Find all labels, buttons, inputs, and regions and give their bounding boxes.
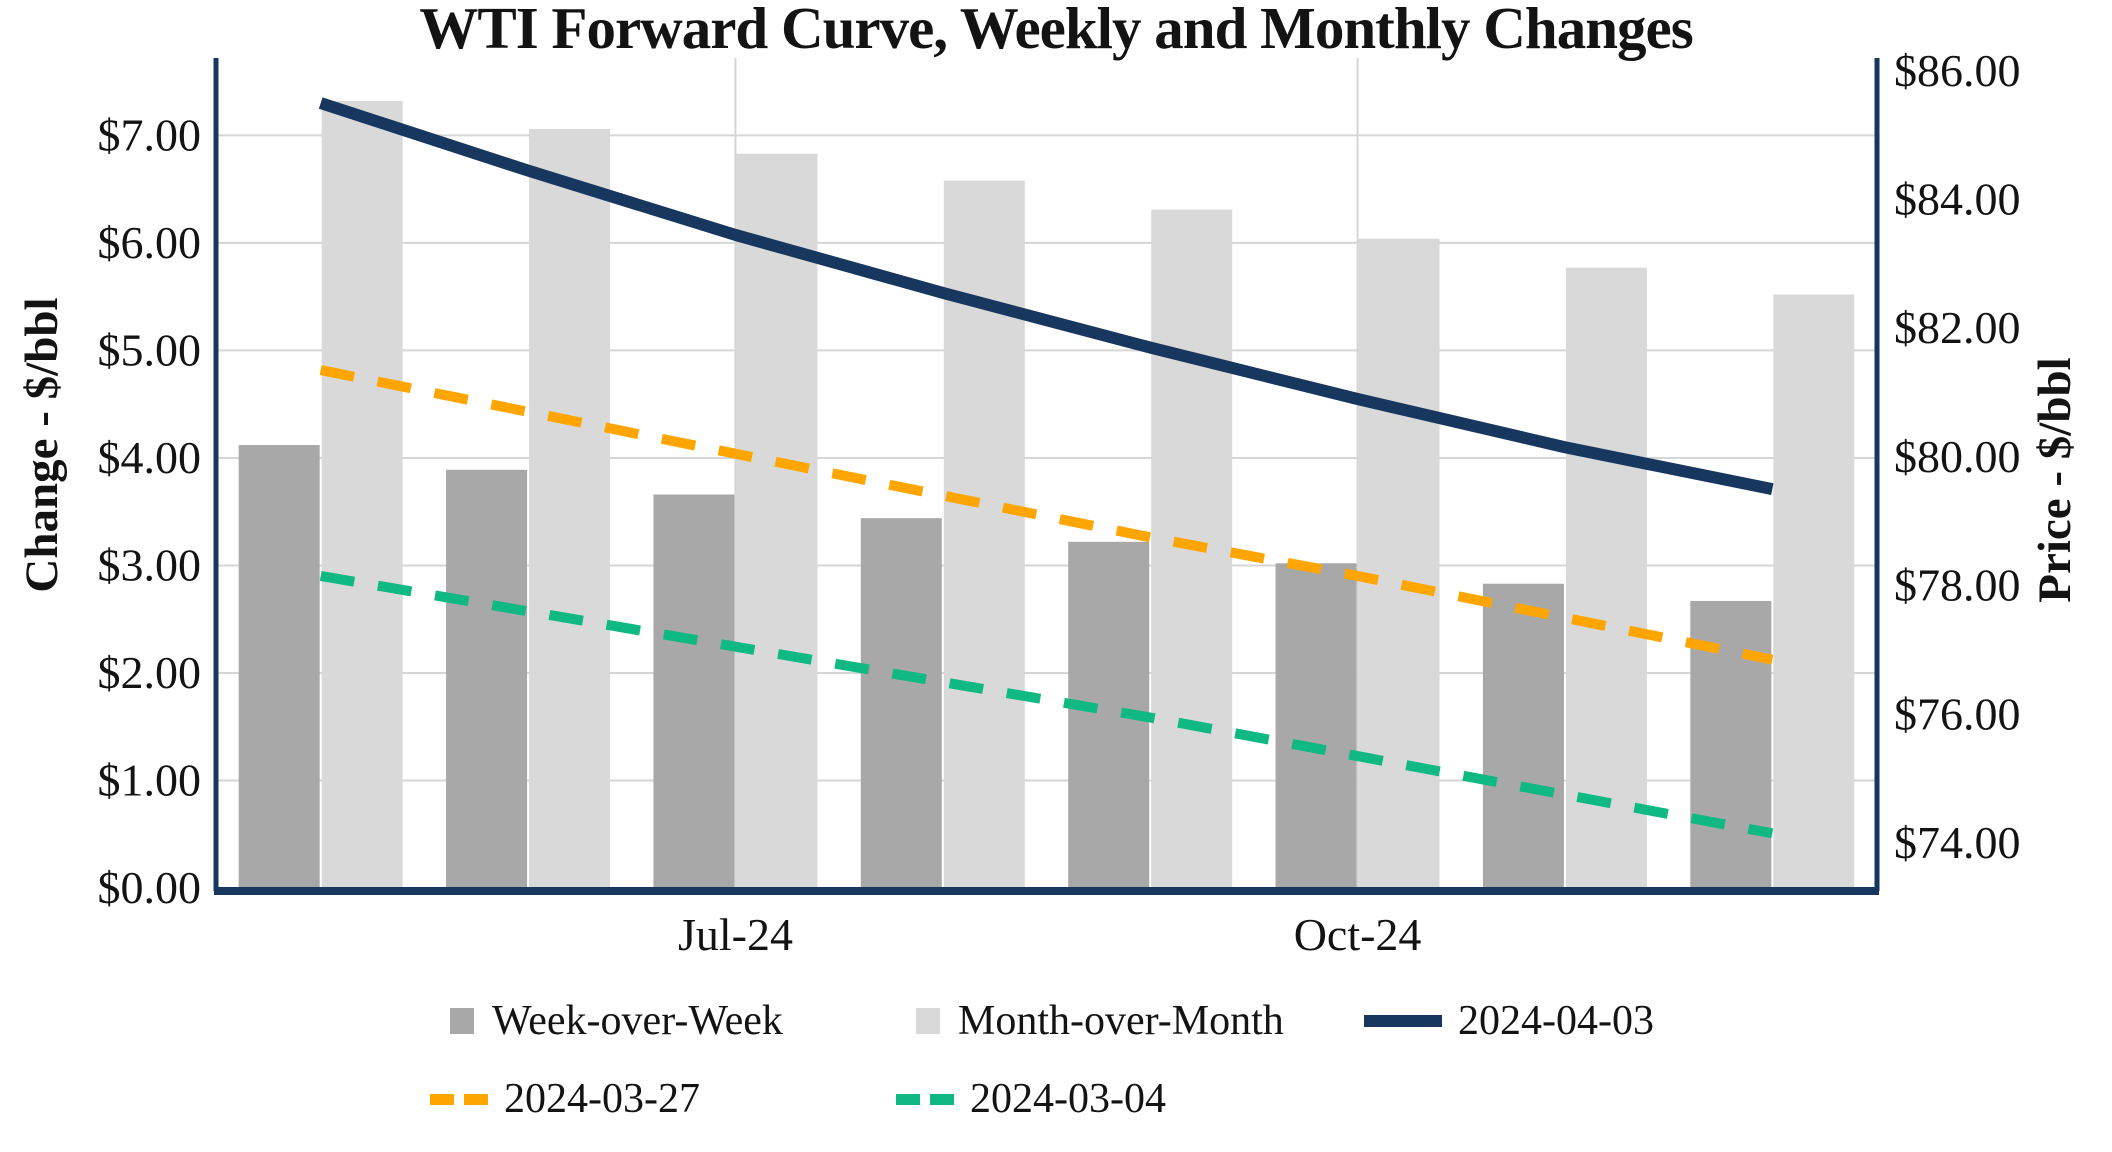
x-axis-tick-label: Jul-24	[678, 909, 793, 960]
legend-label: Week-over-Week	[492, 998, 783, 1044]
line-2024-03-04	[319, 571, 1774, 839]
right-axis-tick-label: $86.00	[1894, 45, 2021, 96]
bar-week-over-week	[1482, 583, 1564, 888]
bar-month-over-month	[943, 180, 1025, 889]
right-axis-tick-label: $74.00	[1894, 817, 2021, 868]
bar-month-over-month	[1773, 294, 1855, 888]
x-axis-tick-label: Oct-24	[1294, 909, 1422, 960]
line-2024-03-27	[319, 365, 1774, 665]
legend-label: 2024-03-04	[970, 1076, 1166, 1122]
right-axis-tick-label: $78.00	[1894, 560, 2021, 611]
chart-title: WTI Forward Curve, Weekly and Monthly Ch…	[419, 0, 1693, 61]
left-axis-tick-label: $1.00	[98, 754, 202, 805]
solid-line-icon	[1364, 1015, 1442, 1027]
bar-week-over-week	[860, 518, 942, 888]
right-axis-tick-label: $84.00	[1894, 174, 2021, 225]
legend-item-2024-03-04: 2024-03-04	[896, 1076, 1166, 1122]
right-axis-tick-label: $80.00	[1894, 431, 2021, 482]
left-axis-tick-label: $4.00	[98, 432, 202, 483]
bar-month-over-month	[1358, 238, 1440, 888]
bar-week-over-week	[238, 445, 320, 888]
legend-item-week-over-week: Week-over-Week	[450, 998, 783, 1044]
left-axis-tick-label: $0.00	[98, 862, 202, 913]
bar-month-over-month	[736, 153, 818, 888]
left-axis-tick-label: $5.00	[98, 324, 202, 375]
legend-item-2024-03-27: 2024-03-27	[430, 1076, 700, 1122]
left-axis-tick-label: $6.00	[98, 217, 202, 268]
legend-item-month-over-month: Month-over-Month	[916, 998, 1284, 1044]
legend-item-2024-04-03: 2024-04-03	[1364, 998, 1654, 1044]
right-axis-tick-label: $82.00	[1894, 302, 2021, 353]
bar-week-over-week	[1275, 563, 1357, 888]
dashed-line-icon	[430, 1093, 488, 1105]
month-over-month-swatch-icon	[916, 1008, 940, 1034]
legend-label: Month-over-Month	[958, 998, 1284, 1044]
right-axis-tick-label: $76.00	[1894, 688, 2021, 739]
legend-label: 2024-04-03	[1458, 998, 1654, 1044]
bar-week-over-week	[446, 469, 528, 888]
left-axis-tick-label: $2.00	[98, 647, 202, 698]
week-over-week-swatch-icon	[450, 1008, 474, 1034]
bar-week-over-week	[653, 494, 735, 888]
bar-month-over-month	[1565, 267, 1647, 888]
bar-month-over-month	[529, 128, 611, 888]
bar-month-over-month	[321, 101, 403, 888]
legend-label: 2024-03-27	[504, 1076, 700, 1122]
line-2024-04-03	[318, 97, 1774, 495]
dashed-line-icon	[896, 1093, 954, 1105]
left-axis-tick-label: $3.00	[98, 539, 202, 590]
left-axis-tick-label: $7.00	[98, 109, 202, 160]
